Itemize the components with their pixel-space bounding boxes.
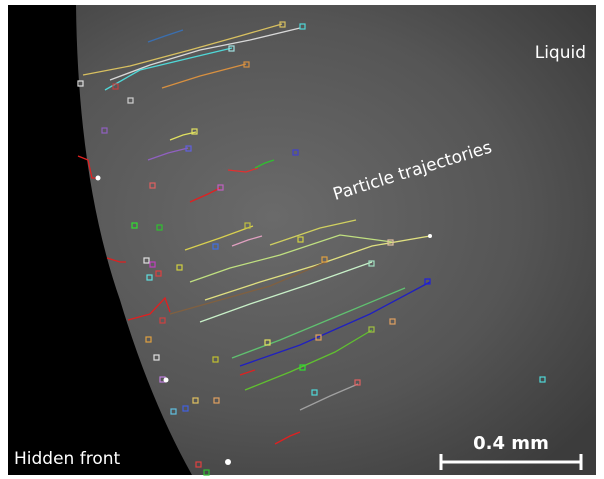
trajectory (269, 219, 357, 246)
marker (170, 408, 177, 415)
bright-spot (428, 234, 432, 238)
trajectory (147, 29, 184, 43)
marker (244, 222, 251, 229)
trajectory (109, 27, 301, 81)
marker (311, 389, 318, 396)
marker (143, 257, 150, 264)
marker (292, 149, 299, 156)
scale-bar: 0.4 mm (439, 433, 583, 470)
bright-spot (95, 175, 101, 181)
marker (279, 21, 286, 28)
marker (185, 145, 192, 152)
trajectory (239, 281, 431, 367)
marker (112, 83, 119, 90)
trajectory (231, 235, 263, 247)
marker (424, 278, 431, 285)
trajectory (239, 369, 256, 376)
trajectory (169, 261, 327, 315)
trajectory (104, 47, 233, 91)
marker (153, 354, 160, 361)
marker (387, 239, 394, 246)
marker (212, 243, 219, 250)
marker (155, 270, 162, 277)
marker (264, 339, 271, 346)
marker (101, 127, 108, 134)
marker (297, 236, 304, 243)
trajectory (274, 431, 301, 445)
marker (146, 274, 153, 281)
marker (213, 397, 220, 404)
trajectory (184, 225, 254, 251)
marker (539, 376, 546, 383)
trajectory (189, 234, 393, 283)
bright-spot (225, 459, 231, 465)
marker (389, 318, 396, 325)
marker (159, 317, 166, 324)
trajectory (231, 287, 406, 359)
marker (321, 256, 328, 263)
trajectory (82, 23, 283, 76)
marker (212, 356, 219, 363)
hidden-region (8, 5, 192, 475)
marker (299, 23, 306, 30)
marker (243, 61, 250, 68)
marker (182, 405, 189, 412)
marker (354, 379, 361, 386)
trajectory (127, 296, 171, 321)
marker (299, 364, 306, 371)
trajectory (189, 187, 221, 203)
marker (149, 182, 156, 189)
hidden-front-label: Hidden front (14, 449, 121, 469)
trajectory (77, 155, 98, 179)
marker (127, 97, 134, 104)
trajectory (299, 383, 359, 411)
marker (195, 461, 202, 468)
marker (145, 336, 152, 343)
trajectory (199, 261, 373, 323)
trajectory (106, 257, 126, 263)
trajectory (147, 147, 189, 161)
liquid-label: Liquid (535, 43, 586, 63)
marker (192, 397, 199, 404)
trajectory (254, 159, 275, 169)
marker (228, 45, 235, 52)
marker (203, 469, 210, 476)
marker (191, 128, 198, 135)
marker (156, 224, 163, 231)
trajectory (227, 167, 259, 173)
marker (368, 326, 375, 333)
trajectory (244, 329, 373, 391)
particle-markers (77, 21, 546, 476)
trajectory (161, 63, 247, 89)
trajectories (77, 23, 431, 445)
marker (131, 222, 138, 229)
marker (176, 264, 183, 271)
marker (77, 80, 84, 87)
marker (368, 260, 375, 267)
marker (149, 261, 156, 268)
bright-spot (163, 377, 169, 383)
marker (217, 184, 224, 191)
marker (315, 334, 322, 341)
scale-label: 0.4 mm (473, 433, 549, 454)
